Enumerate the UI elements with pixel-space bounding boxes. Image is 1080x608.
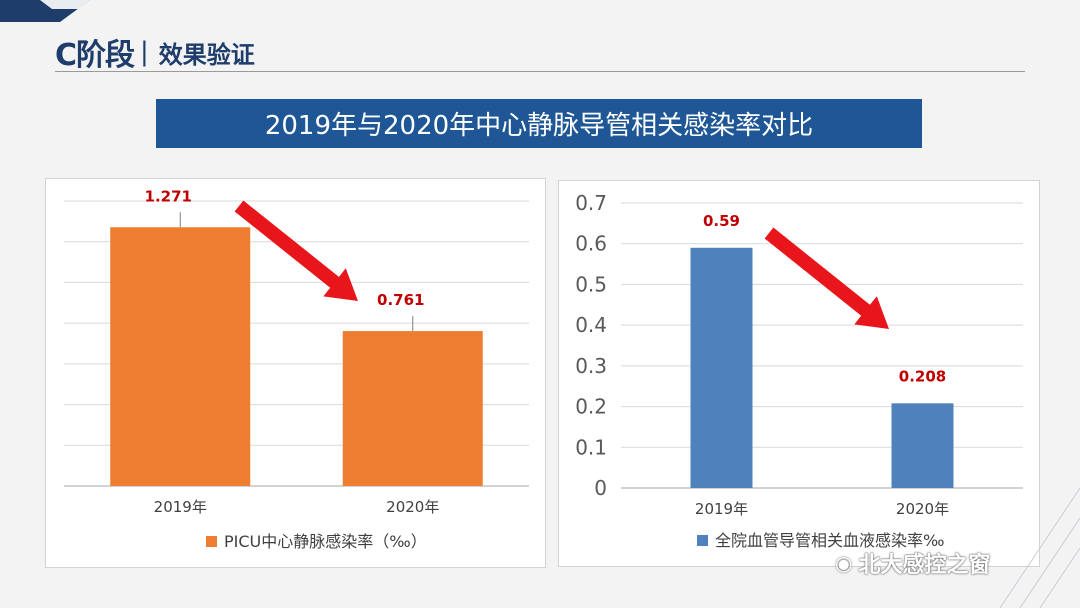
bar	[342, 331, 483, 486]
data-label: 0.208	[899, 367, 946, 385]
bar	[110, 227, 251, 486]
x-tick-label: 2020年	[896, 500, 949, 518]
y-tick-label: 0.2	[575, 395, 607, 419]
decrease-arrow	[234, 200, 358, 301]
y-tick-label: 0.7	[575, 191, 607, 215]
wechat-icon: ◉	[835, 551, 853, 575]
data-label: 1.271	[145, 187, 192, 205]
x-tick-label: 2019年	[695, 500, 748, 518]
y-tick-label: 0.5	[575, 272, 607, 296]
decrease-arrow	[764, 227, 889, 329]
picu-chart: 1.271 2019年 0.761 2020年 PICU中心静脉感染率（‰）	[64, 187, 529, 551]
x-tick-label: 2020年	[386, 498, 439, 516]
section-title: 效果验证	[158, 40, 255, 69]
legend-swatch	[206, 536, 217, 547]
header-separator: |	[140, 37, 149, 67]
decorative-lines	[1000, 488, 1080, 608]
left-chart-panel: 1.271 2019年 0.761 2020年 PICU中心静脉感染率（‰）	[45, 178, 546, 568]
watermark: ◉ 北大感控之窗	[835, 547, 990, 579]
x-tick-label: 2019年	[154, 498, 207, 516]
y-tick-label: 0.3	[575, 354, 607, 378]
header-rule	[55, 71, 1025, 72]
y-tick-label: 0	[594, 476, 607, 500]
y-tick-label: 0.1	[575, 435, 607, 459]
data-label: 0.59	[703, 212, 740, 230]
y-tick-label: 0.4	[575, 313, 607, 337]
y-tick-label: 0.6	[575, 232, 607, 256]
banner-title: 2019年与2020年中心静脉导管相关感染率对比	[156, 99, 922, 148]
data-label: 0.761	[377, 291, 424, 309]
header: C阶段 | 效果验证	[55, 30, 255, 74]
legend-label: PICU中心静脉感染率（‰）	[224, 532, 427, 551]
stage-label: C阶段	[55, 38, 135, 73]
hospital-chart: 0.7 0.6 0.5 0.4 0.3 0.2 0.1 0 0.59 2019年 0.208 2020…	[575, 191, 1023, 550]
legend-label: 全院血管导管相关血液感染率‰	[715, 531, 944, 550]
legend-swatch	[697, 535, 708, 546]
bar	[891, 403, 954, 488]
watermark-text: 北大感控之窗	[858, 553, 991, 578]
right-chart-panel: 0.7 0.6 0.5 0.4 0.3 0.2 0.1 0 0.59 2019年 0.208 2020…	[558, 180, 1040, 567]
corner-decoration	[0, 0, 90, 22]
bar	[690, 247, 753, 488]
